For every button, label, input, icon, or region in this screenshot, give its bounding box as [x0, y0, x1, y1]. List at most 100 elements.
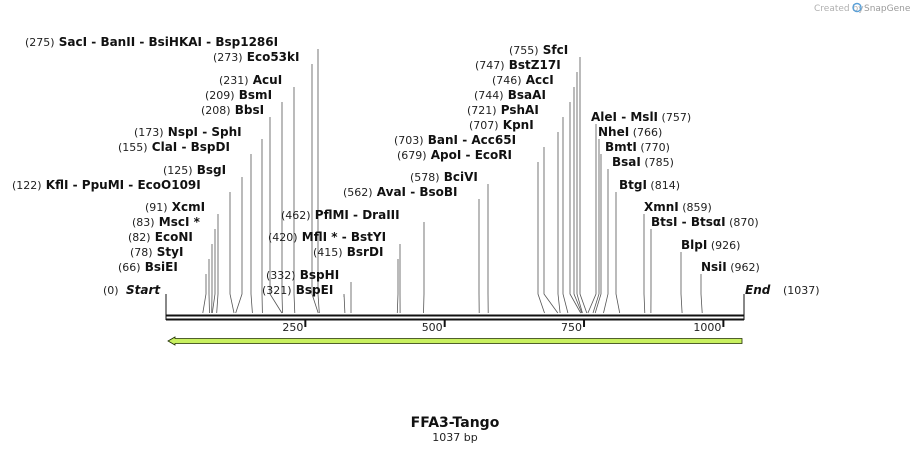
- site-label[interactable]: (231) AcuI: [219, 73, 282, 87]
- restriction-site[interactable]: (122) KflI - PpuMI - EcoO109I: [12, 178, 201, 192]
- enzyme-name[interactable]: BsgI: [193, 163, 227, 177]
- enzyme-name[interactable]: PpuMI: [82, 178, 124, 192]
- site-label[interactable]: (562) AvaI - BsoBI: [343, 185, 458, 199]
- site-label[interactable]: (208) BbsI: [201, 103, 264, 117]
- site-label[interactable]: (66) BsiEI: [118, 260, 178, 274]
- site-label[interactable]: (82) EcoNI: [128, 230, 193, 244]
- enzyme-name[interactable]: ClaI: [148, 140, 178, 154]
- restriction-site[interactable]: (744) BsaAI: [474, 88, 546, 102]
- enzyme-name[interactable]: BanI: [424, 133, 458, 147]
- site-label[interactable]: (125) BsgI: [163, 163, 226, 177]
- enzyme-name[interactable]: NheI: [598, 125, 629, 139]
- restriction-site[interactable]: (155) ClaI - BspDI: [118, 140, 230, 154]
- restriction-site[interactable]: BmtI (770): [605, 140, 670, 154]
- restriction-site[interactable]: BtsI - BtsαI (870): [651, 215, 759, 229]
- site-label[interactable]: XmnI (859): [644, 200, 712, 214]
- enzyme-name[interactable]: XmnI: [644, 200, 679, 214]
- site-label[interactable]: BtsI - BtsαI (870): [651, 215, 759, 229]
- enzyme-name[interactable]: BspEI: [292, 283, 334, 297]
- restriction-site[interactable]: (321) BspEI: [262, 283, 333, 297]
- enzyme-name[interactable]: BstYI: [351, 230, 386, 244]
- enzyme-name[interactable]: NsiI: [701, 260, 727, 274]
- enzyme-name[interactable]: BsrDI: [343, 245, 384, 259]
- restriction-site[interactable]: BlpI (926): [681, 238, 740, 252]
- restriction-site[interactable]: (332) BspHI: [266, 268, 339, 282]
- restriction-site[interactable]: (208) BbsI: [201, 103, 264, 117]
- site-label[interactable]: (78) StyI: [130, 245, 183, 259]
- restriction-site[interactable]: (78) StyI: [130, 245, 183, 259]
- restriction-site[interactable]: (415) BsrDI: [313, 245, 383, 259]
- restriction-site[interactable]: (275) SacI - BanII - BsiHKAI - Bsp1286I: [25, 35, 278, 49]
- enzyme-name[interactable]: SacI: [55, 35, 88, 49]
- enzyme-name[interactable]: SphI: [211, 125, 241, 139]
- enzyme-name[interactable]: BtsI: [651, 215, 678, 229]
- enzyme-name[interactable]: EcoRI: [475, 148, 512, 162]
- site-label[interactable]: BlpI (926): [681, 238, 740, 252]
- site-label[interactable]: (707) KpnI: [469, 118, 534, 132]
- site-label[interactable]: (462) PflMI - DraIII: [281, 208, 400, 222]
- enzyme-name[interactable]: BtgI: [619, 178, 647, 192]
- enzyme-name[interactable]: KpnI: [499, 118, 534, 132]
- enzyme-name[interactable]: BmtI: [605, 140, 637, 154]
- site-label[interactable]: BmtI (770): [605, 140, 670, 154]
- site-label[interactable]: (91) XcmI: [145, 200, 205, 214]
- enzyme-name[interactable]: ApoI: [427, 148, 462, 162]
- restriction-site[interactable]: (125) BsgI: [163, 163, 226, 177]
- restriction-site[interactable]: (66) BsiEI: [118, 260, 178, 274]
- enzyme-name[interactable]: Bsp1286I: [215, 35, 278, 49]
- enzyme-name[interactable]: BtsαI: [691, 215, 726, 229]
- restriction-site[interactable]: NsiI (962): [701, 260, 760, 274]
- site-label[interactable]: (420) MflI * - BstYI: [268, 230, 386, 244]
- site-label[interactable]: (679) ApoI - EcoRI: [397, 148, 512, 162]
- enzyme-name[interactable]: AcuI: [249, 73, 283, 87]
- restriction-site[interactable]: (578) BciVI: [410, 170, 478, 184]
- site-label[interactable]: (415) BsrDI: [313, 245, 383, 259]
- enzyme-name[interactable]: XcmI: [168, 200, 206, 214]
- site-label[interactable]: (332) BspHI: [266, 268, 339, 282]
- site-label[interactable]: (755) SfcI: [509, 43, 568, 57]
- enzyme-name[interactable]: BsaI: [612, 155, 641, 169]
- enzyme-name[interactable]: KflI: [42, 178, 69, 192]
- enzyme-name[interactable]: Eco53kI: [243, 50, 300, 64]
- site-label[interactable]: (83) MscI *: [132, 215, 201, 229]
- site-label[interactable]: (703) BanI - Acc65I: [394, 133, 516, 147]
- restriction-site[interactable]: BsaI (785): [612, 155, 674, 169]
- site-label[interactable]: NsiI (962): [701, 260, 760, 274]
- site-label[interactable]: AleI - MslI (757): [591, 110, 691, 124]
- restriction-site[interactable]: (173) NspI - SphI: [134, 125, 242, 139]
- enzyme-name[interactable]: BbsI: [231, 103, 265, 117]
- site-label[interactable]: (209) BsmI: [205, 88, 272, 102]
- enzyme-name[interactable]: BsiHKAI: [149, 35, 203, 49]
- enzyme-name[interactable]: PflMI: [311, 208, 349, 222]
- site-label[interactable]: (578) BciVI: [410, 170, 478, 184]
- restriction-site[interactable]: (420) MflI * - BstYI: [268, 230, 386, 244]
- restriction-site[interactable]: BtgI (814): [619, 178, 680, 192]
- enzyme-name[interactable]: BciVI: [440, 170, 478, 184]
- enzyme-name[interactable]: PshAI: [497, 103, 539, 117]
- enzyme-name[interactable]: BsoBI: [419, 185, 457, 199]
- enzyme-name[interactable]: AccI: [522, 73, 554, 87]
- restriction-site[interactable]: (747) BstZ17I: [475, 58, 561, 72]
- enzyme-name[interactable]: BsaAI: [504, 88, 546, 102]
- enzyme-name[interactable]: BsmI: [235, 88, 272, 102]
- site-label[interactable]: (747) BstZ17I: [475, 58, 561, 72]
- restriction-site[interactable]: (755) SfcI: [509, 43, 568, 57]
- restriction-site[interactable]: (707) KpnI: [469, 118, 534, 132]
- restriction-site[interactable]: (82) EcoNI: [128, 230, 193, 244]
- restriction-site[interactable]: (562) AvaI - BsoBI: [343, 185, 458, 199]
- restriction-site[interactable]: (273) Eco53kI: [213, 50, 299, 64]
- site-label[interactable]: NheI (766): [598, 125, 662, 139]
- site-label[interactable]: BsaI (785): [612, 155, 674, 169]
- enzyme-name[interactable]: BstZ17I: [505, 58, 561, 72]
- enzyme-name[interactable]: NspI: [164, 125, 198, 139]
- site-label[interactable]: (746) AccI: [492, 73, 554, 87]
- site-label[interactable]: (721) PshAI: [467, 103, 539, 117]
- site-label[interactable]: (122) KflI - PpuMI - EcoO109I: [12, 178, 201, 192]
- restriction-site[interactable]: (721) PshAI: [467, 103, 539, 117]
- enzyme-name[interactable]: EcoO109I: [137, 178, 200, 192]
- restriction-site[interactable]: (679) ApoI - EcoRI: [397, 148, 512, 162]
- restriction-site[interactable]: XmnI (859): [644, 200, 712, 214]
- restriction-site[interactable]: (91) XcmI: [145, 200, 205, 214]
- orf-arrow-shape[interactable]: [167, 336, 743, 346]
- site-label[interactable]: BtgI (814): [619, 178, 680, 192]
